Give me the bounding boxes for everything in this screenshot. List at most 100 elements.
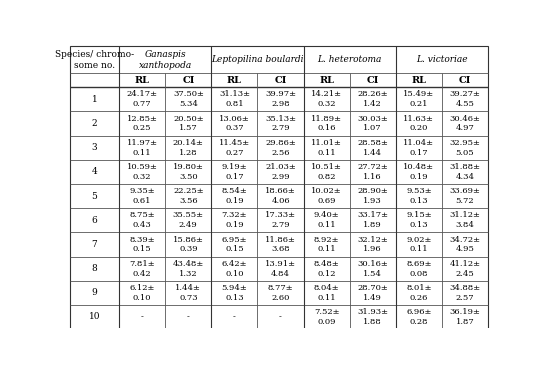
Text: -: - xyxy=(233,313,236,321)
Text: 8.48±
0.12: 8.48± 0.12 xyxy=(314,260,339,277)
Text: 7.81±
0.42: 7.81± 0.42 xyxy=(129,260,155,277)
Text: 21.03±
2.99: 21.03± 2.99 xyxy=(265,163,296,181)
Text: 4: 4 xyxy=(91,167,97,176)
Text: CI: CI xyxy=(459,76,471,85)
Text: 34.88±
2.57: 34.88± 2.57 xyxy=(449,284,480,302)
Text: 10.51±
0.82: 10.51± 0.82 xyxy=(311,163,342,181)
Text: 28.58±
1.44: 28.58± 1.44 xyxy=(357,139,388,157)
Text: 11.04±
0.17: 11.04± 0.17 xyxy=(404,139,434,157)
Text: 5.94±
0.13: 5.94± 0.13 xyxy=(221,284,248,302)
Text: 1.44±
0.73: 1.44± 0.73 xyxy=(175,284,201,302)
Text: 22.25±
3.56: 22.25± 3.56 xyxy=(173,187,203,205)
Text: 28.70±
1.49: 28.70± 1.49 xyxy=(357,284,388,302)
Text: -: - xyxy=(187,313,190,321)
Text: 11.97±
0.11: 11.97± 0.11 xyxy=(127,139,158,157)
Text: 15.49±
0.21: 15.49± 0.21 xyxy=(403,91,435,108)
Text: 2: 2 xyxy=(91,119,97,128)
Text: 30.46±
4.97: 30.46± 4.97 xyxy=(449,115,480,132)
Text: 8.92±
0.11: 8.92± 0.11 xyxy=(314,236,339,253)
Text: L. heterotoma: L. heterotoma xyxy=(318,55,382,64)
Text: 19.80±
3.50: 19.80± 3.50 xyxy=(173,163,204,181)
Text: 41.12±
2.45: 41.12± 2.45 xyxy=(449,260,480,277)
Text: CI: CI xyxy=(182,76,195,85)
Text: 24.17±
0.77: 24.17± 0.77 xyxy=(127,91,158,108)
Text: 9.40±
0.11: 9.40± 0.11 xyxy=(314,211,339,229)
Text: 35.13±
2.79: 35.13± 2.79 xyxy=(265,115,296,132)
Text: 37.50±
5.34: 37.50± 5.34 xyxy=(173,91,204,108)
Text: 6.96±
0.28: 6.96± 0.28 xyxy=(406,308,431,326)
Text: 7: 7 xyxy=(91,240,97,249)
Text: 39.27±
4.55: 39.27± 4.55 xyxy=(449,91,480,108)
Text: 1: 1 xyxy=(91,95,97,104)
Text: 28.90±
1.93: 28.90± 1.93 xyxy=(357,187,388,205)
Text: 6: 6 xyxy=(91,216,97,225)
Text: 7.52±
0.09: 7.52± 0.09 xyxy=(314,308,339,326)
Text: 15.86±
0.39: 15.86± 0.39 xyxy=(173,236,204,253)
Text: 17.33±
2.79: 17.33± 2.79 xyxy=(265,211,296,229)
Text: 33.69±
5.72: 33.69± 5.72 xyxy=(449,187,480,205)
Text: 10: 10 xyxy=(89,312,100,322)
Text: Leptopilina boulardi: Leptopilina boulardi xyxy=(211,55,304,64)
Text: 9.02±
0.11: 9.02± 0.11 xyxy=(406,236,431,253)
Text: L. victoriae: L. victoriae xyxy=(416,55,468,64)
Text: 8.04±
0.11: 8.04± 0.11 xyxy=(314,284,339,302)
Text: 11.45±
0.27: 11.45± 0.27 xyxy=(219,139,250,157)
Text: 9.19±
0.17: 9.19± 0.17 xyxy=(221,163,247,181)
Text: Ganaspis
xanthopoda: Ganaspis xanthopoda xyxy=(139,50,192,70)
Text: 33.17±
1.89: 33.17± 1.89 xyxy=(357,211,388,229)
Text: 29.86±
2.56: 29.86± 2.56 xyxy=(265,139,296,157)
Text: 11.89±
0.16: 11.89± 0.16 xyxy=(311,115,342,132)
Text: 36.19±
1.87: 36.19± 1.87 xyxy=(449,308,480,326)
Text: 31.13±
0.81: 31.13± 0.81 xyxy=(219,91,250,108)
Text: Species/ chromo-
some no.: Species/ chromo- some no. xyxy=(55,50,134,70)
Text: CI: CI xyxy=(367,76,379,85)
Text: RL: RL xyxy=(319,76,334,85)
Text: 9: 9 xyxy=(91,288,97,297)
Text: 8.77±
2.60: 8.77± 2.60 xyxy=(268,284,293,302)
Text: 31.88±
4.34: 31.88± 4.34 xyxy=(449,163,480,181)
Text: 32.95±
5.05: 32.95± 5.05 xyxy=(449,139,480,157)
Text: 31.12±
3.84: 31.12± 3.84 xyxy=(449,211,480,229)
Text: RL: RL xyxy=(227,76,242,85)
Text: 10.48±
0.19: 10.48± 0.19 xyxy=(404,163,434,181)
Text: 8.39±
0.15: 8.39± 0.15 xyxy=(129,236,155,253)
Text: 9.15±
0.13: 9.15± 0.13 xyxy=(406,211,432,229)
Text: 8.01±
0.26: 8.01± 0.26 xyxy=(406,284,431,302)
Text: 31.93±
1.88: 31.93± 1.88 xyxy=(357,308,388,326)
Text: 9.35±
0.61: 9.35± 0.61 xyxy=(129,187,155,205)
Text: 6.12±
0.10: 6.12± 0.10 xyxy=(129,284,155,302)
Text: 11.86±
3.68: 11.86± 3.68 xyxy=(265,236,296,253)
Text: 18.66±
4.06: 18.66± 4.06 xyxy=(265,187,296,205)
Text: -: - xyxy=(141,313,144,321)
Text: 5: 5 xyxy=(91,192,97,201)
Text: 8.54±
0.19: 8.54± 0.19 xyxy=(221,187,248,205)
Text: 20.14±
1.28: 20.14± 1.28 xyxy=(173,139,204,157)
Text: 35.55±
2.49: 35.55± 2.49 xyxy=(173,211,204,229)
Text: 6.42±
0.10: 6.42± 0.10 xyxy=(222,260,247,277)
Text: 12.85±
0.25: 12.85± 0.25 xyxy=(127,115,158,132)
Text: 13.91±
4.84: 13.91± 4.84 xyxy=(265,260,296,277)
Text: 6.95±
0.15: 6.95± 0.15 xyxy=(222,236,247,253)
Text: 28.26±
1.42: 28.26± 1.42 xyxy=(357,91,388,108)
Text: 9.53±
0.13: 9.53± 0.13 xyxy=(406,187,432,205)
Text: -: - xyxy=(279,313,282,321)
Text: 8: 8 xyxy=(91,264,97,273)
Text: 14.21±
0.32: 14.21± 0.32 xyxy=(311,91,342,108)
Text: 13.06±
0.37: 13.06± 0.37 xyxy=(219,115,250,132)
Text: 8.75±
0.43: 8.75± 0.43 xyxy=(129,211,155,229)
Text: 39.97±
2.98: 39.97± 2.98 xyxy=(265,91,296,108)
Text: RL: RL xyxy=(135,76,150,85)
Text: 30.16±
1.54: 30.16± 1.54 xyxy=(357,260,388,277)
Text: 34.72±
4.95: 34.72± 4.95 xyxy=(449,236,480,253)
Text: 27.72±
1.16: 27.72± 1.16 xyxy=(357,163,388,181)
Text: 11.63±
0.20: 11.63± 0.20 xyxy=(404,115,434,132)
Text: 43.48±
1.32: 43.48± 1.32 xyxy=(172,260,204,277)
Text: 11.01±
0.11: 11.01± 0.11 xyxy=(311,139,342,157)
Text: CI: CI xyxy=(274,76,287,85)
Text: RL: RL xyxy=(411,76,426,85)
Text: 3: 3 xyxy=(91,143,97,152)
Text: 8.69±
0.08: 8.69± 0.08 xyxy=(406,260,431,277)
Text: 20.50±
1.57: 20.50± 1.57 xyxy=(173,115,203,132)
Text: 10.02±
0.69: 10.02± 0.69 xyxy=(311,187,342,205)
Text: 30.03±
1.07: 30.03± 1.07 xyxy=(357,115,388,132)
